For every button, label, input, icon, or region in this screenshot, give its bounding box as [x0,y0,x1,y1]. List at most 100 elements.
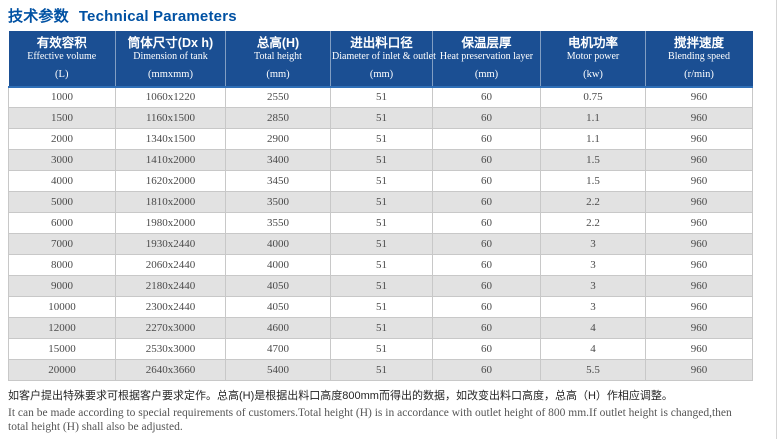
table-cell: 2550 [225,86,331,108]
page-title-en: Technical Parameters [78,8,237,25]
column-header-unit: (mm) [266,68,290,80]
table-cell: 4000 [225,254,331,276]
table-cell: 1.1 [540,107,646,129]
table-cell: 2640x3660 [115,359,226,381]
table-cell: 6000 [8,212,116,234]
table-cell: 1.1 [540,128,646,150]
table-cell: 960 [645,254,753,276]
column-header-en: Motor power [566,51,620,62]
table-cell: 7000 [8,233,116,255]
table-cell: 3 [540,296,646,318]
parameters-table-wrapper: 有效容积 Effective volume (L) 筒体尺寸(Dx h) Dimensi… [8,31,753,381]
table-cell: 20000 [8,359,116,381]
table-cell: 960 [645,233,753,255]
table-cell: 1.5 [540,170,646,192]
column-header: 电机功率 Motor power (kw) [540,31,646,87]
column-header-zh: 进出料口径 [350,36,413,50]
table-row: 6000 1980x2000 3550 51 60 2.2 960 [8,212,753,234]
table-cell: 60 [432,275,541,297]
table-cell: 5.5 [540,359,646,381]
column-header-en: Diameter of inlet & outlet [332,51,436,62]
table-cell: 10000 [8,296,116,318]
table-cell: 51 [330,170,433,192]
table-row: 3000 1410x2000 3400 51 60 1.5 960 [8,149,753,171]
column-header: 总高(H) Total height (mm) [225,31,331,87]
column-header-zh: 保温层厚 [461,36,512,50]
table-cell: 1340x1500 [115,128,226,150]
column-header: 保温层厚 Heat preservation layer (mm) [432,31,541,87]
footnote-english: It can be made according to special requ… [8,406,780,435]
table-cell: 960 [645,212,753,234]
table-row: 5000 1810x2000 3500 51 60 2.2 960 [8,191,753,213]
table-cell: 12000 [8,317,116,339]
table-cell: 1160x1500 [115,107,226,129]
table-cell: 51 [330,149,433,171]
table-cell: 4600 [225,317,331,339]
table-cell: 1930x2440 [115,233,226,255]
table-row: 4000 1620x2000 3450 51 60 1.5 960 [8,170,753,192]
table-cell: 960 [645,317,753,339]
table-row: 20000 2640x3660 5400 51 60 5.5 960 [8,359,753,381]
table-row: 10000 2300x2440 4050 51 60 3 960 [8,296,753,318]
page-edge-line [776,0,777,439]
technical-parameters-table: 有效容积 Effective volume (L) 筒体尺寸(Dx h) Dimensi… [8,31,753,381]
table-cell: 60 [432,170,541,192]
page-title-zh: 技术参数 [8,8,69,25]
table-cell: 1980x2000 [115,212,226,234]
column-header: 有效容积 Effective volume (L) [8,31,116,87]
table-cell: 51 [330,128,433,150]
table-cell: 60 [432,149,541,171]
table-cell: 1.5 [540,149,646,171]
table-cell: 3 [540,254,646,276]
table-cell: 2.2 [540,212,646,234]
footnote-english-line1: It can be made according to special requ… [8,407,732,419]
table-cell: 1410x2000 [115,149,226,171]
table-cell: 4 [540,317,646,339]
column-header: 搅拌速度 Blending speed (r/min) [645,31,753,87]
footnote-chinese: 如客户提出特殊要求可根据客户要求定作。总高(H)是根据出料口高度800mm而得出… [8,390,673,402]
column-header-zh: 搅拌速度 [673,36,724,50]
column-header-zh: 筒体尺寸(Dx h) [127,36,214,50]
table-row: 1000 1060x1220 2550 51 60 0.75 960 [8,86,753,108]
column-header-unit: (r/min) [684,68,714,80]
table-cell: 1060x1220 [115,86,226,108]
table-cell: 9000 [8,275,116,297]
footnote-english-line2: total height (H) shall also be adjusted. [8,421,183,434]
table-cell: 2850 [225,107,331,129]
column-header-zh: 电机功率 [567,36,618,50]
table-cell: 2900 [225,128,331,150]
table-cell: 2530x3000 [115,338,226,360]
column-header-en: Effective volume [27,51,97,62]
table-row: 12000 2270x3000 4600 51 60 4 960 [8,317,753,339]
column-header-unit: (kw) [583,68,603,80]
table-cell: 51 [330,275,433,297]
table-cell: 51 [330,296,433,318]
column-header-en: Heat preservation layer [439,51,534,62]
column-header: 进出料口径 Diameter of inlet & outlet (mm) [330,31,436,87]
table-cell: 3 [540,233,646,255]
column-header-unit: (mm) [474,68,499,80]
table-cell: 4000 [225,233,331,255]
table-cell: 960 [645,170,753,192]
table-cell: 2.2 [540,191,646,213]
table-cell: 960 [645,191,753,213]
table-cell: 51 [330,254,433,276]
column-header-unit: (mm) [369,68,394,80]
table-cell: 3000 [8,149,116,171]
column-header-en: Blending speed [668,51,730,62]
table-cell: 60 [432,191,541,213]
table-cell: 1500 [8,107,116,129]
table-cell: 60 [432,296,541,318]
table-cell: 51 [330,317,433,339]
table-cell: 60 [432,107,541,129]
table-cell: 1810x2000 [115,191,226,213]
table-cell: 4700 [225,338,331,360]
table-cell: 3 [540,275,646,297]
table-cell: 5000 [8,191,116,213]
table-cell: 60 [432,317,541,339]
table-cell: 2060x2440 [115,254,226,276]
table-cell: 960 [645,338,753,360]
table-row: 8000 2060x2440 4000 51 60 3 960 [8,254,753,276]
table-cell: 4 [540,338,646,360]
table-cell: 1000 [8,86,116,108]
